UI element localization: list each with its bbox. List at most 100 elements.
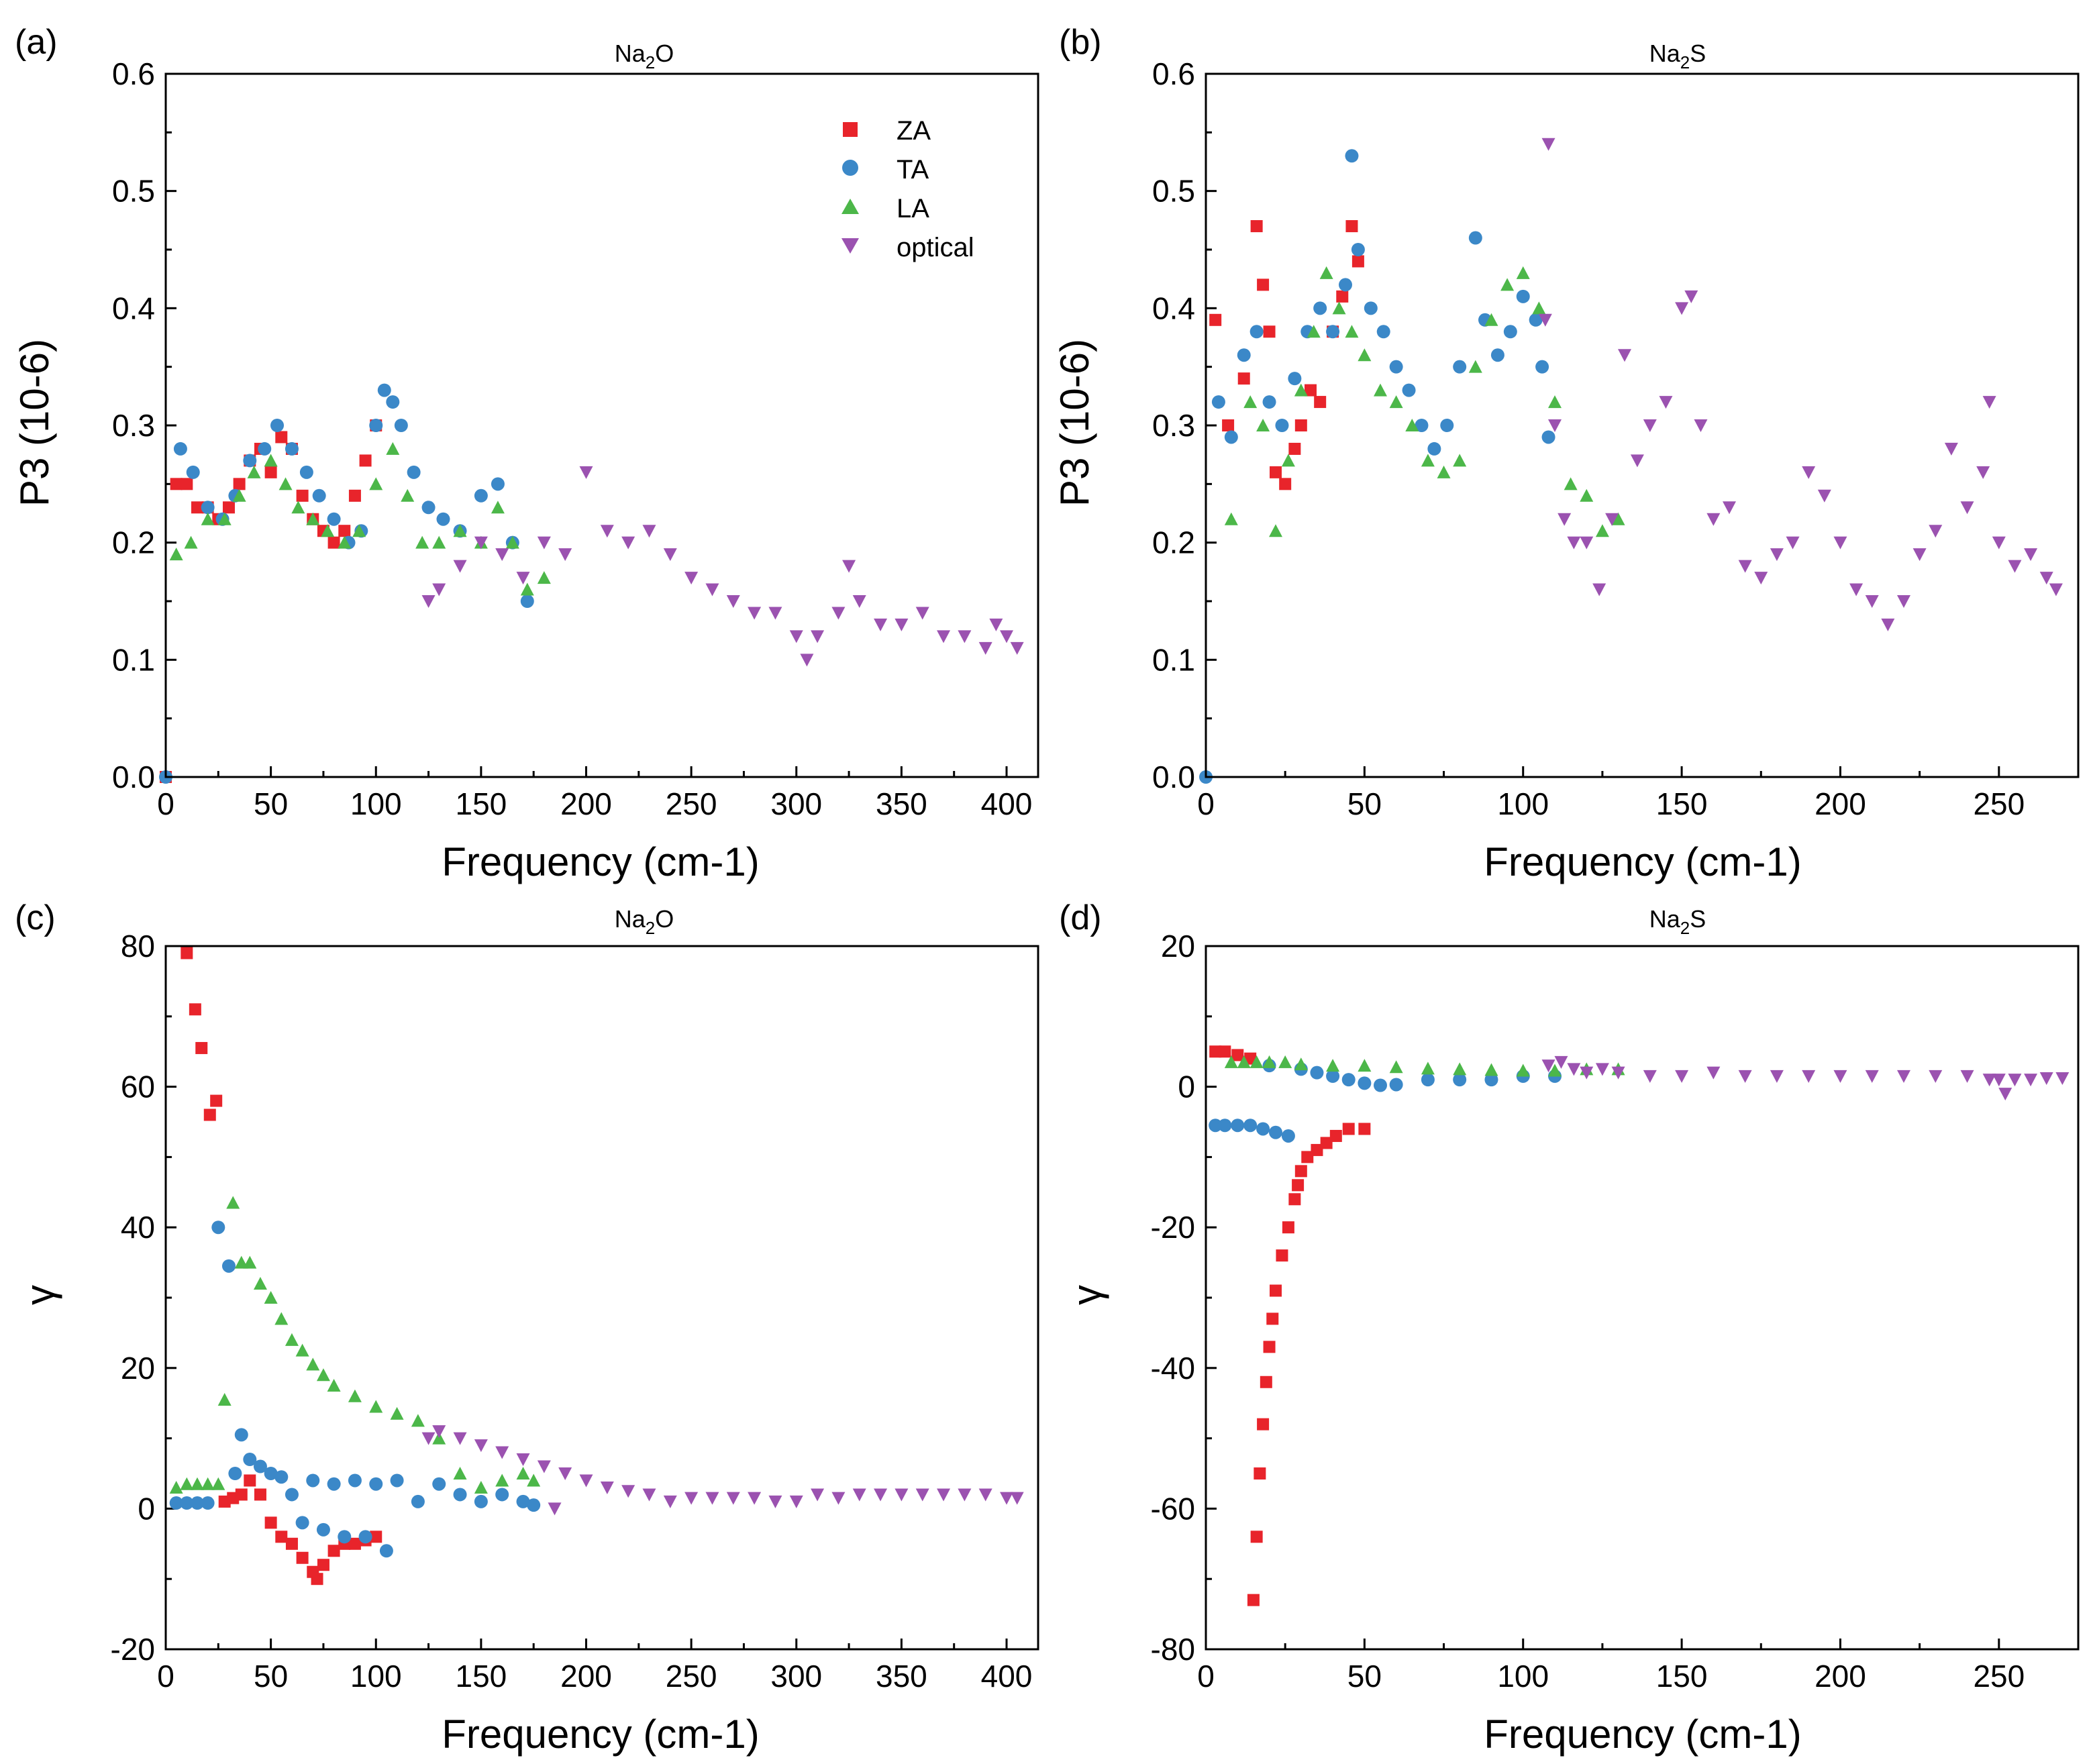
panel-d-point-za: [1329, 1129, 1342, 1142]
panel-a-point-la: [537, 571, 551, 584]
panel-c-point-za: [317, 1559, 329, 1571]
panel-a-point-la: [247, 465, 261, 478]
panel-a-point-la: [505, 535, 519, 549]
panel-a-point-za: [275, 431, 288, 444]
panel-d-point-la: [1484, 1063, 1498, 1076]
panel-c-point-ta: [221, 1259, 236, 1273]
panel-d-point-la: [1453, 1062, 1467, 1076]
panel-b-point-la: [1243, 395, 1258, 409]
panel-c-point-optical: [579, 1474, 593, 1488]
panel-c-point-za: [181, 947, 193, 959]
panel-b-point-ta: [1237, 348, 1251, 362]
panel-b-point-optical: [1567, 536, 1581, 550]
panel-c-point-la: [516, 1467, 530, 1480]
panel-c-point-ta: [411, 1494, 425, 1508]
panel-d-xtick-label-150: 150: [1656, 1659, 1708, 1694]
panel-d-point-ta: [1209, 1119, 1223, 1133]
legend-label-la: LA: [897, 194, 929, 223]
panel-b-point-ta: [1415, 419, 1429, 432]
panel-b-point-ta: [1339, 278, 1352, 292]
panel-a-ytick-label-4: 0.4: [112, 291, 155, 325]
panel-d-point-za: [1358, 1123, 1371, 1135]
panel-c-point-optical: [432, 1425, 446, 1439]
panel-b-xtick-label-150: 150: [1656, 786, 1708, 821]
panel-a-xtick-label-300: 300: [770, 786, 822, 821]
panel-d-point-optical: [1643, 1070, 1657, 1083]
panel-c-point-optical: [621, 1485, 635, 1498]
legend-marker-za: [843, 122, 858, 137]
panel-c-point-optical: [537, 1460, 551, 1473]
panel-c-point-la: [369, 1400, 383, 1413]
panel-c-xtick-label-150: 150: [456, 1659, 507, 1694]
panel-d-point-la: [1249, 1055, 1264, 1068]
panel-a-xticks: 0 50 100 150 200 250 300 350 400: [157, 766, 1032, 821]
panel-c-point-ta: [327, 1477, 341, 1491]
panel-c-point-za: [254, 1488, 266, 1501]
panel-b-point-la: [1281, 454, 1295, 467]
panel-b-point-ta: [1275, 419, 1289, 432]
panel-a-point-optical: [537, 536, 551, 550]
panel-b-letter: (b): [1059, 23, 1102, 62]
panel-b-point-optical: [1929, 525, 1943, 538]
panel-c-point-optical: [874, 1488, 888, 1502]
panel-b-point-optical: [1802, 466, 1816, 479]
panel-b-point-za: [1345, 220, 1358, 233]
panel-a-point-ta: [270, 419, 285, 432]
panel-b-point-la: [1421, 454, 1435, 467]
panel-d-point-optical: [1770, 1070, 1784, 1083]
panel-a-ytick-label-2: 0.2: [112, 525, 155, 560]
panel-a-point-optical: [558, 548, 572, 562]
panel-c-xtick-label-0: 0: [157, 1659, 174, 1694]
panel-c-point-la: [190, 1477, 204, 1490]
panel-c-point-ta: [201, 1496, 215, 1510]
panel-d-point-la: [1516, 1063, 1530, 1077]
panel-b-xtick-label-250: 250: [1973, 786, 2025, 821]
panel-b-point-ta: [1427, 442, 1441, 456]
panel-d-point-za: [1270, 1284, 1282, 1297]
panel-d-point-ta: [1243, 1119, 1258, 1133]
panel-c-letter: (c): [15, 898, 56, 937]
panel-d-point-ta: [1453, 1073, 1467, 1087]
panel-c-point-za: [210, 1094, 223, 1107]
legend-label-optical: optical: [897, 233, 974, 262]
panel-b-point-la: [1532, 301, 1546, 315]
panel-d-ytick-label-1: -60: [1151, 1491, 1195, 1526]
panel-b-point-optical: [1976, 466, 1990, 479]
panel-c-point-la: [169, 1480, 183, 1494]
panel-a-point-optical: [726, 595, 740, 608]
panel-d-point-za: [1247, 1594, 1260, 1606]
panel-d-point-la: [1326, 1059, 1340, 1072]
legend-label-za: ZA: [897, 116, 931, 146]
panel-b-point-optical: [1618, 349, 1631, 362]
panel-c-point-za: [244, 1474, 256, 1487]
panel-d-point-optical: [1992, 1074, 2006, 1087]
panel-b-point-la: [1468, 360, 1482, 373]
panel-c-point-optical: [748, 1492, 762, 1505]
panel-b-ytick-label-0: 0.0: [1152, 760, 1195, 794]
panel-d-point-optical: [1865, 1070, 1879, 1083]
panel-c-point-la: [316, 1368, 330, 1382]
panel-b-point-ta: [1211, 395, 1225, 409]
panel-a-point-za: [359, 454, 372, 467]
panel-b-point-ta: [1313, 301, 1327, 315]
panel-c-point-ta: [390, 1473, 404, 1488]
panel-d-point-optical: [2039, 1072, 2053, 1086]
panel-a-point-optical: [748, 607, 762, 620]
panel-b-frame: [1205, 72, 2080, 778]
panel-c-point-optical: [937, 1488, 951, 1502]
panel-c-point-la: [201, 1477, 215, 1490]
panel-d-xtick-label-200: 200: [1815, 1659, 1866, 1694]
panel-c-point-optical: [978, 1488, 992, 1502]
panel-b-point-la: [1611, 512, 1625, 525]
panel-b-ytick-label-3: 0.3: [1152, 408, 1195, 443]
panel-d-point-optical: [1982, 1074, 1996, 1087]
panel-c-point-la: [226, 1196, 240, 1209]
panel-b-point-za: [1270, 466, 1282, 478]
panel-d-point-la: [1548, 1063, 1562, 1077]
panel-d-ytick-label-5: 20: [1161, 929, 1195, 964]
panel-d-letter: (d): [1059, 898, 1102, 937]
panel-c-point-optical: [474, 1439, 488, 1453]
panel-a-point-optical: [663, 548, 677, 562]
panel-a-point-optical: [989, 618, 1003, 631]
panel-a-point-la: [352, 524, 366, 537]
